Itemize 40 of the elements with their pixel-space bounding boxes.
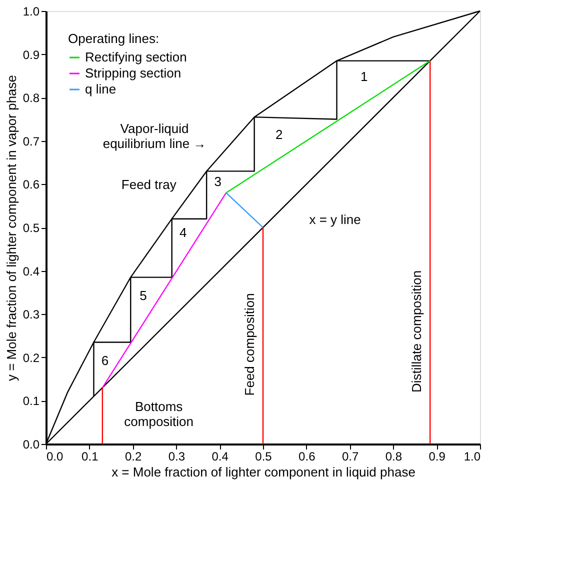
y-tick-label: 0.6 — [22, 178, 40, 192]
x-tick-label: 0.2 — [124, 450, 142, 464]
legend-label: q line — [85, 82, 116, 96]
y-tick-label: 0.8 — [22, 91, 40, 106]
y-tick-label: 0.7 — [22, 134, 40, 148]
y-tick-label: 0.0 — [22, 438, 40, 452]
annotation: 3 — [214, 174, 222, 190]
y-tick-label: 0.9 — [22, 48, 40, 62]
annotation: Feed tray — [121, 177, 177, 192]
legend-title: Operating lines: — [68, 31, 160, 46]
y-tick-label: 0.5 — [22, 221, 40, 235]
annotation: 4 — [180, 225, 187, 240]
y-tick-label: 0.4 — [22, 264, 40, 278]
x-tick-label: 0.7 — [342, 450, 359, 464]
x-tick-label: 0.1 — [82, 450, 99, 464]
x-tick-label: 0.0 — [46, 450, 64, 464]
x-tick-label: 1.0 — [464, 450, 481, 464]
y-tick-label: 1.0 — [22, 4, 40, 18]
annotation: Vapor-liquid equilibrium line → — [102, 121, 206, 152]
x-tick-label: 0.9 — [428, 450, 446, 464]
annotation: 2 — [275, 126, 283, 142]
annotation: x = y line — [309, 212, 361, 228]
annotation: Feed composition — [242, 293, 257, 396]
y-tick-label: 0.3 — [22, 308, 40, 322]
x-tick-label: 0.5 — [255, 450, 272, 464]
y-tick-label: 0.2 — [22, 350, 40, 365]
annotation: Bottoms composition — [124, 399, 194, 430]
annotation: 5 — [140, 288, 147, 303]
x-tick-label: 0.6 — [298, 450, 316, 464]
annotation: 6 — [101, 352, 109, 368]
legend-label: Stripping section — [85, 66, 182, 80]
legend-label: Rectifying section — [85, 50, 187, 64]
x-tick-label: 0.4 — [212, 450, 229, 464]
x-tick-label: 0.3 — [168, 450, 186, 464]
y-axis-title: y = Mole fraction of lighter component in vapor phase — [4, 74, 19, 382]
annotation: Distillate composition — [409, 270, 424, 392]
y-tick-label: 0.1 — [22, 394, 40, 408]
x-axis-title: x = Mole fraction of lighter component in liquid phase — [112, 464, 416, 480]
x-tick-label: 0.8 — [385, 450, 402, 464]
annotation: 1 — [360, 68, 368, 84]
